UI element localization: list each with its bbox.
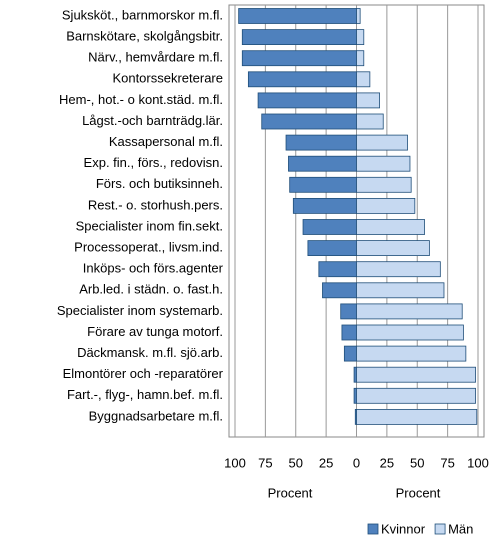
y-tick-label: Exp. fin., förs., redovisn. [84,155,223,170]
y-tick-label: Specialister inom systemarb. [57,303,223,318]
x-tick-label: 25 [319,455,333,470]
y-tick-label: Kontorssekreterare [112,71,223,86]
bar [238,8,357,24]
bar [285,134,357,151]
y-tick-label: Kassapersonal m.fl. [109,134,223,149]
y-tick-label: Fart.-, flyg-, hamn.bef. m.fl. [67,387,223,402]
bar [340,303,357,320]
bar [289,176,357,193]
bar [356,197,416,214]
bar [307,240,357,257]
bar [261,113,357,130]
y-tick-label: Elmontörer och -reparatörer [63,366,224,381]
bar [257,92,357,109]
bar [356,366,476,383]
bar [356,219,425,235]
y-tick-label: Närv., hemvårdare m.fl. [88,50,223,65]
y-tick-label: Däckmansk. m.fl. sjö.arb. [77,345,223,360]
legend-swatch [367,523,379,535]
bar [241,29,357,46]
y-tick-label: Förs. och butiksinneh. [96,176,223,191]
bar [356,50,365,67]
bar [356,408,478,425]
bar [288,155,357,172]
x-tick-label: 100 [224,455,246,470]
bar [356,134,408,151]
y-tick-label: Rest.- o. storhush.pers. [88,197,223,212]
bar [318,261,357,278]
bar [356,303,463,320]
bar [247,71,357,88]
x-tick-label: 100 [467,455,489,470]
y-tick-label: Hem-, hot.- o kont.städ. m.fl. [59,92,223,107]
legend-label: Kvinnor [381,521,426,536]
bar [356,29,365,46]
bar [356,261,441,278]
bar [356,345,467,362]
bar [356,92,380,109]
bar [356,155,411,172]
y-tick-label: Förare av tunga motorf. [87,324,223,339]
bar [356,240,430,257]
bar [322,282,357,299]
x-tick-label: 50 [410,455,424,470]
bar [356,282,445,299]
bar [343,345,357,362]
legend-label: Män [448,521,473,536]
y-tick-label: Arb.led. i städn. o. fast.h. [79,282,223,297]
bar [302,219,357,235]
y-tick-label: Barnskötare, skolgångsbitr. [66,29,223,44]
y-tick-label: Sjuksköt., barnmorskor m.fl. [62,7,223,22]
bar [241,50,357,67]
x-tick-label: 25 [380,455,394,470]
bar [356,8,361,24]
x-tick-label: 0 [353,455,360,470]
bar [356,387,476,404]
y-tick-label: Inköps- och förs.agenter [83,261,224,276]
y-tick-label: Lågst.-och barnträdg.lär. [82,113,223,128]
bar [356,324,464,341]
y-tick-label: Processoperat., livsm.ind. [74,240,223,255]
x-tick-label: 50 [289,455,303,470]
x-tick-label: 75 [440,455,454,470]
bar [292,197,357,214]
bar [356,176,412,193]
legend-swatch [434,523,446,535]
x-axis-label: Procent [268,485,313,500]
bar [341,324,357,341]
bar [356,113,384,130]
bar [356,71,371,88]
y-tick-label: Byggnadsarbetare m.fl. [89,408,223,423]
x-tick-label: 75 [258,455,272,470]
y-tick-label: Specialister inom fin.sekt. [76,218,223,233]
x-axis-label: Procent [396,485,441,500]
